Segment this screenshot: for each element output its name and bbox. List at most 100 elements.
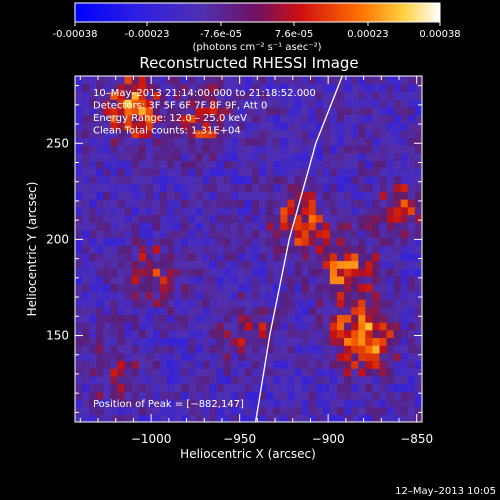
x-tick-label: −1000 xyxy=(131,432,172,446)
heatmap-cell xyxy=(365,398,373,408)
heatmap-cell xyxy=(117,352,126,362)
heatmap-cell xyxy=(131,191,140,200)
heatmap-cell xyxy=(160,245,168,254)
heatmap-cell xyxy=(89,329,97,338)
heatmap-cell xyxy=(188,152,196,162)
heatmap-cell xyxy=(75,91,83,100)
heatmap-cell xyxy=(237,299,246,308)
heatmap-cell xyxy=(400,306,409,315)
heatmap-cell xyxy=(400,99,409,108)
heatmap-cell xyxy=(188,199,196,208)
heatmap-cell xyxy=(202,91,211,100)
heatmap-cell xyxy=(138,152,147,162)
heatmap-cell xyxy=(174,129,182,139)
heatmap-cell xyxy=(266,129,274,139)
heatmap-cell xyxy=(358,176,366,185)
heatmap-cell xyxy=(322,252,331,262)
heatmap-cell xyxy=(216,268,225,277)
heatmap-cell xyxy=(379,237,388,246)
heatmap-cell xyxy=(117,275,126,285)
heatmap-cell xyxy=(407,176,416,185)
heatmap-cell xyxy=(202,152,211,162)
heatmap-cell xyxy=(237,137,246,146)
heatmap-cell xyxy=(131,160,140,169)
heatmap-cell xyxy=(82,391,90,400)
heatmap-cell xyxy=(322,122,331,131)
heatmap-cell xyxy=(358,283,366,292)
heatmap-cell xyxy=(280,383,289,392)
heatmap-cell xyxy=(365,222,373,231)
heatmap-cell xyxy=(138,275,147,285)
heatmap-cell xyxy=(400,160,409,169)
heatmap-cell xyxy=(337,283,345,292)
heatmap-cell xyxy=(152,152,161,162)
heatmap-cell xyxy=(294,122,303,131)
solar-limb-curve xyxy=(254,76,343,422)
heatmap-cell xyxy=(174,122,182,131)
heatmap-cell xyxy=(329,176,338,185)
heatmap-cell xyxy=(344,237,352,246)
heatmap-cell xyxy=(329,352,338,362)
heatmap-cell xyxy=(407,337,416,346)
heatmap-cell xyxy=(407,76,416,85)
heatmap-cell xyxy=(287,222,296,231)
heatmap-cell xyxy=(82,99,90,108)
heatmap-cell xyxy=(167,299,175,308)
heatmap-cell xyxy=(103,129,111,139)
heatmap-cell xyxy=(96,283,104,292)
heatmap-cell xyxy=(266,91,274,100)
heatmap-cell xyxy=(82,191,90,200)
heatmap-cell xyxy=(138,206,147,215)
heatmap-cell xyxy=(89,299,97,308)
heatmap-cell xyxy=(195,99,204,108)
heatmap-cell xyxy=(358,206,366,215)
heatmap-cell xyxy=(273,122,281,131)
heatmap-cell xyxy=(273,245,281,254)
heatmap-cell xyxy=(315,314,324,323)
heatmap-cell xyxy=(280,83,289,92)
heatmap-cell xyxy=(131,306,140,315)
heatmap-cell xyxy=(301,168,310,177)
heatmap-cell xyxy=(89,229,97,239)
heatmap-cell xyxy=(181,299,189,308)
heatmap-cell xyxy=(393,275,402,285)
heatmap-cell xyxy=(358,406,366,415)
heatmap-cell xyxy=(372,229,381,239)
heatmap-cell xyxy=(344,229,352,239)
heatmap-cell xyxy=(322,337,331,346)
heatmap-cell xyxy=(294,352,303,362)
heatmap-cell xyxy=(266,337,274,346)
heatmap-cell xyxy=(96,206,104,215)
heatmap-cell xyxy=(124,222,133,231)
heatmap-cell xyxy=(216,152,225,162)
heatmap-cell xyxy=(195,275,204,285)
heatmap-cell xyxy=(230,83,239,92)
heatmap-cell xyxy=(174,329,182,338)
heatmap-cell xyxy=(273,352,281,362)
heatmap-cell xyxy=(131,183,140,192)
heatmap-cell xyxy=(188,229,196,239)
heatmap-cell xyxy=(75,199,83,208)
heatmap-cell xyxy=(294,191,303,200)
heatmap-cell xyxy=(117,414,126,422)
heatmap-cell xyxy=(138,329,147,338)
heatmap-cell xyxy=(393,237,402,246)
heatmap-cell xyxy=(344,199,352,208)
heatmap-cell xyxy=(131,291,140,300)
heatmap-cell xyxy=(337,137,345,146)
heatmap-cell xyxy=(372,191,381,200)
heatmap-cell xyxy=(301,383,310,392)
heatmap-cell xyxy=(414,237,422,246)
heatmap-cell xyxy=(287,314,296,323)
footer-timestamp: 12–May–2013 10:05 xyxy=(395,486,496,497)
heatmap-cell xyxy=(117,268,126,277)
heatmap-cell xyxy=(181,152,189,162)
heatmap-cell xyxy=(379,314,388,323)
heatmap-cell xyxy=(252,368,260,377)
heatmap-cell xyxy=(414,260,422,269)
heatmap-cell xyxy=(223,260,232,269)
heatmap-cell xyxy=(315,345,324,354)
heatmap-cell xyxy=(386,199,395,208)
heatmap-cell xyxy=(216,214,225,223)
heatmap-cell xyxy=(308,345,317,354)
